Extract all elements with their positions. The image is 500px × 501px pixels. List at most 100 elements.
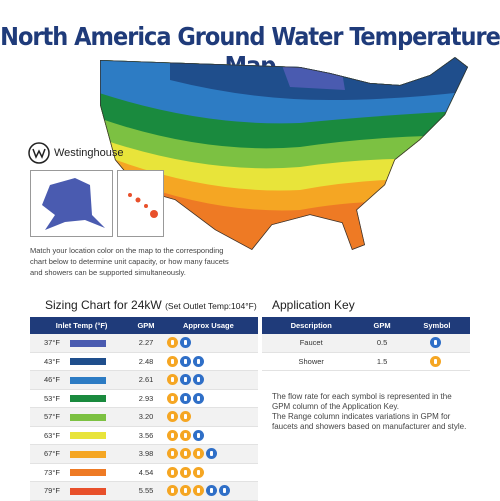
shower-icon [166,411,178,423]
usage [158,481,258,501]
shower-icon [166,374,178,386]
usage [158,463,258,482]
usage [158,444,258,464]
swatch [70,450,106,458]
inlet: 43°F [30,352,134,371]
shower-icon [166,448,178,460]
inlet-text: 73°F [44,467,60,477]
inlet: 79°F [30,481,134,501]
swatch [70,395,106,403]
swatch [70,376,106,384]
gpm: 4.54 [133,463,159,482]
gpm: 2.48 [133,352,159,371]
faucet-icon [192,392,204,404]
inlet-text: 37°F [44,338,60,348]
inlet: 73°F [30,463,134,482]
gpm: 5.55 [133,481,159,501]
inlet: 53°F [30,389,134,408]
header: Inlet Temp (°F) [30,317,134,334]
inlet: 63°F [30,426,134,445]
shower-icon [179,448,191,460]
gpm: 3.56 [133,426,159,445]
row: 63°F 3.56 [30,426,258,445]
row: 43°F 2.48 [30,352,258,371]
brand-logo [28,142,50,164]
gpm: 3.20 [133,407,159,427]
usage [158,352,258,371]
row: 37°F 2.27 [30,334,258,353]
usage [158,426,258,445]
row: 79°F 5.55 [30,481,258,501]
inlet-text: 67°F [44,449,60,459]
symbol [403,352,470,371]
usage [158,334,258,353]
swatch [70,339,106,347]
row: 53°F 2.93 [30,389,258,408]
shower-icon [179,429,191,441]
inlet: 57°F [30,407,134,427]
inlet-text: 63°F [44,430,60,440]
gpm: 2.61 [133,370,159,390]
usage [158,407,258,427]
inlet-text: 57°F [44,412,60,422]
key-title: Application Key [272,298,355,312]
note: The flow rate for each symbol is represe… [272,392,452,411]
shower-icon [166,355,178,367]
faucet-icon [218,485,230,497]
shower-icon [192,485,204,497]
shower-icon [192,466,204,478]
cell: 0.5 [360,334,404,353]
gpm: 3.98 [133,444,159,464]
shower-icon [179,466,191,478]
sizing-title-text: Sizing Chart for 24kW [45,298,162,312]
faucet-icon [179,374,191,386]
shower-icon [179,485,191,497]
shower-icon [166,337,178,349]
cell: 1.5 [360,352,404,371]
faucet-icon [192,355,204,367]
swatch [70,487,106,495]
shower-icon [166,392,178,404]
description: Match your location color on the map to … [30,246,229,277]
inlet: 67°F [30,444,134,464]
symbol [403,334,470,353]
map [100,57,468,250]
sizing-title: Sizing Chart for 24kW (Set Outlet Temp:1… [45,298,257,312]
cell: Shower [262,352,361,371]
inlet-text: 43°F [44,356,60,366]
sizing-table: Inlet Temp (°F) GPM Approx Usage 37°F 2.27 4… [30,317,258,501]
faucet-icon [192,429,204,441]
shower-icon [166,466,178,478]
faucet-icon [179,337,191,349]
swatch [70,432,106,440]
header: Approx Usage [158,317,258,334]
shower-icon [179,411,191,423]
swatch [70,413,106,421]
inlet: 37°F [30,334,134,353]
row: 46°F 2.61 [30,370,258,390]
faucet-icon [179,392,191,404]
row: 73°F 4.54 [30,463,258,482]
inlet-text: 79°F [44,486,60,496]
insets [30,170,164,237]
inlet-text: 46°F [44,375,60,385]
shower-icon [166,429,178,441]
sizing-subtitle: (Set Outlet Temp:104°F) [165,301,257,311]
inlet-text: 53°F [44,393,60,403]
cell: Faucet [262,334,361,353]
key-note: The flow rate for each symbol is represe… [272,392,467,432]
note: The Range column indicates variations in… [272,412,467,431]
shower-icon [192,448,204,460]
row: 57°F 3.20 [30,407,258,427]
swatch [70,469,106,477]
shower-icon [166,485,178,497]
brand: Westinghouse [54,147,124,159]
gpm: 2.93 [133,389,159,408]
header: GPM [133,317,159,334]
faucet-icon [205,448,217,460]
header: Description [262,317,361,334]
swatch [70,358,106,366]
header: Symbol [403,317,470,334]
usage [158,370,258,390]
